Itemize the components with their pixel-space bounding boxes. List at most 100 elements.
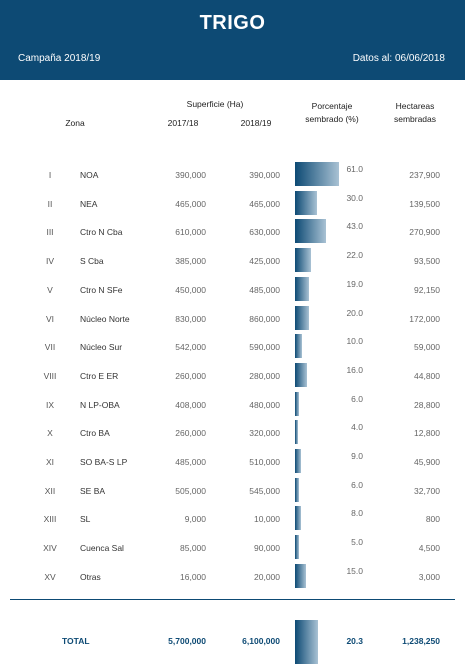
table-row: XIII SL 9,000 10,000 8.0 800 — [0, 504, 465, 532]
superficie-2018-19: 510,000 — [249, 457, 280, 467]
header-banner: TRIGO Campaña 2018/19 Datos al: 06/06/20… — [0, 0, 465, 80]
superficie-2017-18: 385,000 — [175, 256, 206, 267]
superficie-2017-18: 485,000 — [175, 457, 206, 467]
superficie-2018-19: 425,000 — [249, 256, 280, 267]
pct-bar — [295, 334, 303, 359]
superficie-2017-18: 542,000 — [175, 342, 206, 353]
pct-bar — [295, 506, 301, 531]
total-row: TOTAL 5,700,000 6,100,000 20.3 1,238,250 — [0, 620, 465, 664]
table-divider — [10, 599, 455, 600]
superficie-2018-19: 590,000 — [249, 342, 280, 353]
table-row: VI Núcleo Norte 830,000 860,000 20.0 172,000 — [0, 304, 465, 332]
hectareas-sembradas: 12,800 — [414, 428, 440, 439]
pct-header-line1: Porcentaje — [311, 101, 353, 111]
table-row: I NOA 390,000 390,000 61.0 237,900 — [0, 160, 465, 188]
pct-bar — [295, 248, 311, 273]
total-label: TOTAL — [62, 636, 90, 646]
zone-number: VII — [44, 342, 56, 353]
hectareas-sembradas: 44,800 — [414, 370, 440, 381]
superficie-header: Superficie (Ha) — [186, 99, 244, 109]
zone-name: SL — [80, 514, 91, 525]
pct-sembrado: 30.0 — [346, 192, 363, 203]
superficie-2017-18: 390,000 — [175, 170, 206, 180]
superficie-2018-19: 320,000 — [249, 428, 280, 439]
zone-name: S Cba — [80, 256, 104, 267]
table-row: XV Otras 16,000 20,000 15.0 3,000 — [0, 562, 465, 590]
pct-sembrado: 61.0 — [346, 164, 363, 174]
total-pct-bar — [295, 620, 318, 664]
pct-bar — [295, 162, 339, 186]
hectareas-sembradas: 32,700 — [414, 485, 440, 496]
hec-header-line1: Hectareas — [395, 101, 435, 111]
zone-name: Ctro E ER — [80, 370, 119, 381]
superficie-2018-19: 860,000 — [249, 313, 280, 324]
zone-name: Otras — [80, 571, 101, 582]
zone-number: XII — [44, 485, 56, 496]
zone-number: XIII — [43, 514, 57, 525]
pct-sembrado: 10.0 — [346, 336, 363, 347]
superficie-2017-18: 260,000 — [175, 370, 206, 381]
zone-number: III — [46, 227, 54, 238]
pct-header-line2: sembrado (%) — [305, 114, 359, 124]
superficie-2018-19: 480,000 — [249, 399, 280, 410]
zona-header: Zona — [65, 118, 85, 128]
hec-header-line2: sembradas — [393, 114, 437, 124]
pct-sembrado: 9.0 — [351, 451, 363, 461]
table-row: XI SO BA-S LP 485,000 510,000 9.0 45,900 — [0, 447, 465, 475]
superficie-2017-18: 830,000 — [175, 313, 206, 324]
zone-name: Ctro N Cba — [80, 227, 123, 238]
hectareas-sembradas: 800 — [425, 514, 440, 525]
superficie-2018-19: 485,000 — [249, 284, 280, 295]
pct-sembrado: 16.0 — [346, 364, 363, 375]
pct-bar — [295, 477, 300, 502]
table-row: II NEA 465,000 465,000 30.0 139,500 — [0, 189, 465, 217]
superficie-2017-18: 465,000 — [175, 198, 206, 209]
pct-sembrado: 22.0 — [346, 250, 363, 261]
zone-name: Ctro N SFe — [80, 284, 123, 295]
total-hec: 1,238,250 — [402, 636, 440, 646]
superficie-2017-18: 408,000 — [175, 399, 206, 410]
pct-bar — [295, 219, 327, 244]
zone-name: Núcleo Sur — [80, 342, 123, 353]
superficie-2017-18: 9,000 — [184, 514, 206, 525]
hectareas-sembradas: 45,900 — [414, 457, 440, 467]
superficie-2018-19: 465,000 — [249, 198, 280, 209]
table-row: IV S Cba 385,000 425,000 22.0 93,500 — [0, 246, 465, 274]
zone-name: Ctro BA — [80, 428, 110, 439]
superficie-2017-18: 85,000 — [180, 543, 206, 554]
superficie-2018-19: 90,000 — [254, 543, 280, 554]
pct-bar — [295, 563, 306, 588]
zone-number: XV — [44, 571, 56, 582]
superficie-2018-19: 545,000 — [249, 485, 280, 496]
zone-number: I — [48, 170, 52, 180]
hectareas-sembradas: 3,000 — [418, 571, 440, 582]
table-row: IX N LP-OBA 408,000 480,000 6.0 28,800 — [0, 390, 465, 418]
table-row: VIII Ctro E ER 260,000 280,000 16.0 44,800 — [0, 361, 465, 389]
pct-sembrado: 8.0 — [351, 508, 363, 519]
pct-sembrado: 4.0 — [351, 422, 363, 433]
table-row: X Ctro BA 260,000 320,000 4.0 12,800 — [0, 418, 465, 446]
superficie-2018-19: 390,000 — [249, 170, 280, 180]
pct-bar — [295, 449, 302, 473]
zone-name: N LP-OBA — [80, 399, 120, 410]
pct-sembrado: 20.0 — [346, 307, 363, 318]
pct-sembrado: 15.0 — [346, 565, 363, 576]
zone-name: SE BA — [80, 485, 106, 496]
page-title: TRIGO — [199, 12, 266, 34]
zone-number: V — [47, 284, 53, 295]
hectareas-sembradas: 28,800 — [414, 399, 440, 410]
pct-bar — [295, 420, 298, 445]
zone-number: X — [47, 428, 53, 439]
pct-bar — [295, 276, 309, 301]
hectareas-sembradas: 59,000 — [414, 342, 440, 353]
table-row: III Ctro N Cba 610,000 630,000 43.0 270,900 — [0, 217, 465, 245]
pct-bar — [295, 190, 317, 215]
superficie-2017-18: 260,000 — [175, 428, 206, 439]
pct-bar — [295, 305, 310, 330]
table-row: V Ctro N SFe 450,000 485,000 19.0 92,150 — [0, 275, 465, 303]
year1-header: 2017/18 — [167, 118, 199, 128]
zone-name: SO BA-S LP — [80, 457, 128, 467]
campaign-label: Campaña 2018/19 — [18, 53, 101, 64]
pct-sembrado: 6.0 — [351, 393, 363, 404]
zone-name: NOA — [80, 170, 99, 180]
